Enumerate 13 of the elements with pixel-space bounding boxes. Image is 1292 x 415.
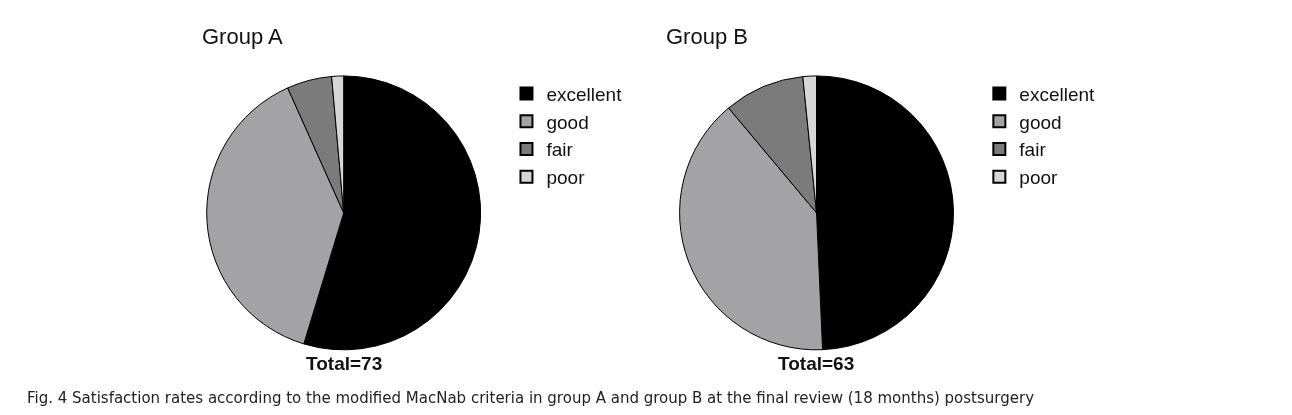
legend-label: fair xyxy=(546,139,574,161)
legend-label: excellent xyxy=(1019,83,1096,105)
chart-title: Group B xyxy=(666,24,748,49)
legend-label: fair xyxy=(1019,139,1047,161)
text: Total=73 xyxy=(306,353,383,374)
chart-title: Group A xyxy=(202,24,284,49)
text: Total=63 xyxy=(778,353,855,374)
legend-label: poor xyxy=(1019,167,1059,189)
caption: Fig. 4 Satisfaction rates according to the modified MacNab criteria in group A and group B at the final review (18 months) postsurgery xyxy=(27,389,1035,407)
legend-label: good xyxy=(546,111,589,133)
legend-label: good xyxy=(1019,111,1062,133)
legend-label: poor xyxy=(546,167,586,189)
legend-label: excellent xyxy=(546,83,623,105)
